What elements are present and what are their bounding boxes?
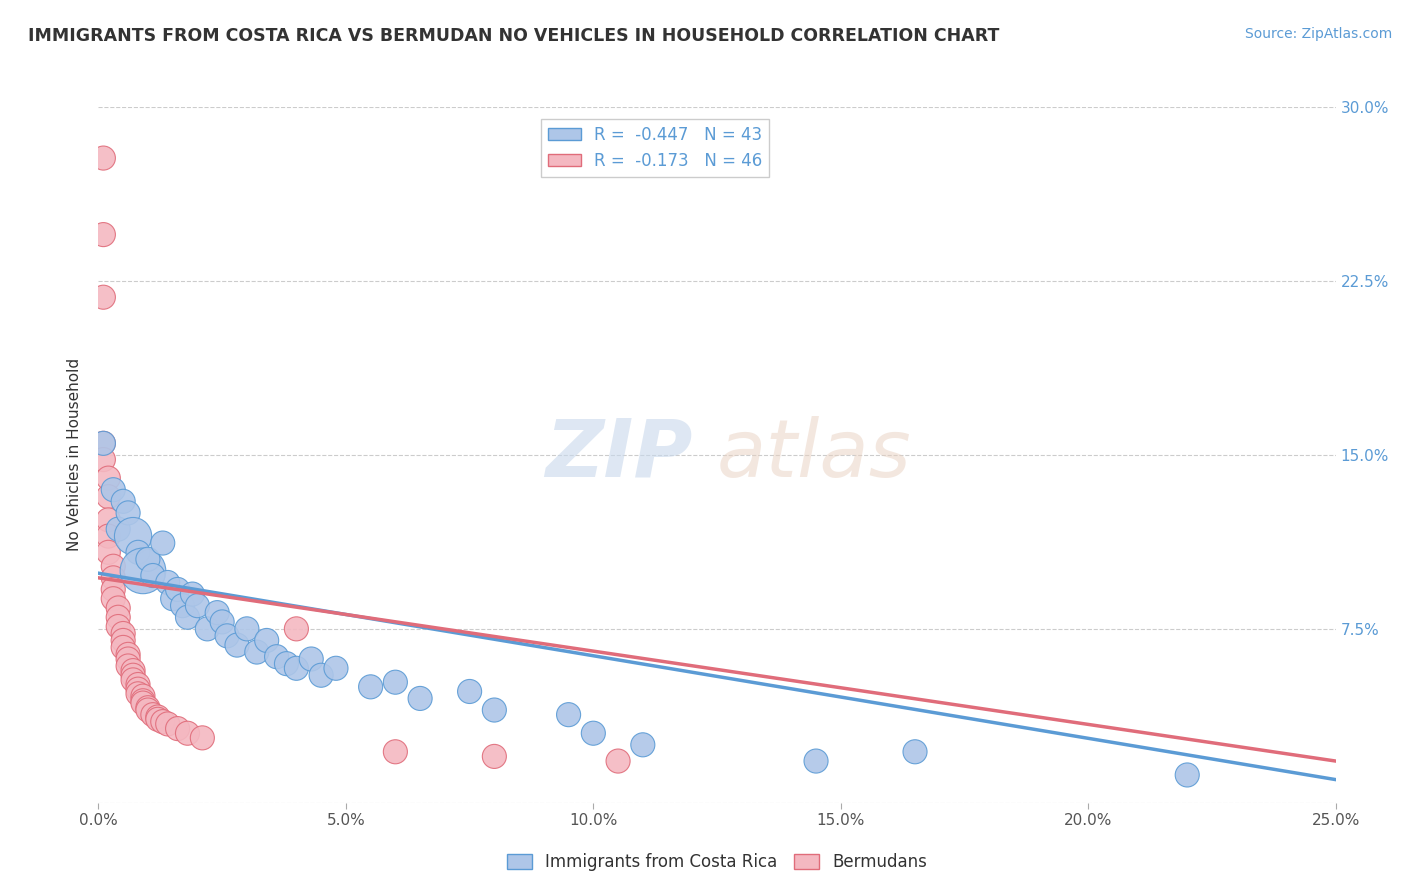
Point xyxy=(107,522,129,536)
Point xyxy=(103,571,125,585)
Point xyxy=(904,745,927,759)
Point xyxy=(122,668,145,682)
Point xyxy=(172,599,194,613)
Point xyxy=(93,436,115,450)
Point xyxy=(458,684,481,698)
Text: ZIP: ZIP xyxy=(546,416,692,494)
Point xyxy=(631,738,654,752)
Point xyxy=(152,714,174,729)
Point xyxy=(285,661,308,675)
Point xyxy=(266,649,288,664)
Point xyxy=(93,436,115,450)
Point xyxy=(205,606,228,620)
Point xyxy=(127,682,149,697)
Point xyxy=(166,582,188,597)
Point xyxy=(112,640,135,655)
Point xyxy=(804,754,827,768)
Point xyxy=(276,657,298,671)
Point xyxy=(132,564,155,578)
Point xyxy=(136,552,159,566)
Text: Source: ZipAtlas.com: Source: ZipAtlas.com xyxy=(1244,27,1392,41)
Y-axis label: No Vehicles in Household: No Vehicles in Household xyxy=(67,359,83,551)
Point xyxy=(103,582,125,597)
Point xyxy=(384,675,406,690)
Point xyxy=(181,587,204,601)
Point xyxy=(309,668,332,682)
Point xyxy=(93,452,115,467)
Point xyxy=(607,754,630,768)
Point xyxy=(162,591,184,606)
Point xyxy=(107,601,129,615)
Point xyxy=(195,622,218,636)
Point xyxy=(93,290,115,304)
Point xyxy=(1175,768,1198,782)
Point xyxy=(112,626,135,640)
Point xyxy=(103,591,125,606)
Point xyxy=(132,696,155,710)
Point xyxy=(191,731,214,745)
Point xyxy=(117,659,139,673)
Point xyxy=(136,700,159,714)
Point xyxy=(484,749,506,764)
Point xyxy=(166,722,188,736)
Point xyxy=(156,717,179,731)
Point xyxy=(97,490,120,504)
Point xyxy=(122,664,145,678)
Point xyxy=(360,680,382,694)
Point xyxy=(93,227,115,242)
Text: atlas: atlas xyxy=(717,416,912,494)
Point xyxy=(127,687,149,701)
Point xyxy=(236,622,259,636)
Point xyxy=(122,673,145,687)
Point xyxy=(152,536,174,550)
Point xyxy=(299,652,322,666)
Point xyxy=(325,661,347,675)
Point xyxy=(146,710,169,724)
Point xyxy=(103,483,125,497)
Point xyxy=(186,599,208,613)
Point xyxy=(97,529,120,543)
Point xyxy=(117,652,139,666)
Point xyxy=(107,619,129,633)
Point xyxy=(156,575,179,590)
Point xyxy=(142,568,165,582)
Point xyxy=(256,633,278,648)
Point xyxy=(142,707,165,722)
Point xyxy=(285,622,308,636)
Point xyxy=(103,559,125,574)
Point xyxy=(484,703,506,717)
Point xyxy=(127,677,149,691)
Point xyxy=(246,645,269,659)
Point xyxy=(132,694,155,708)
Point xyxy=(112,494,135,508)
Point xyxy=(122,529,145,543)
Point xyxy=(557,707,579,722)
Text: IMMIGRANTS FROM COSTA RICA VS BERMUDAN NO VEHICLES IN HOUSEHOLD CORRELATION CHAR: IMMIGRANTS FROM COSTA RICA VS BERMUDAN N… xyxy=(28,27,1000,45)
Point xyxy=(146,712,169,726)
Point xyxy=(226,638,249,652)
Point xyxy=(97,545,120,559)
Point xyxy=(117,648,139,662)
Point xyxy=(384,745,406,759)
Point xyxy=(127,545,149,559)
Point xyxy=(117,506,139,520)
Point xyxy=(582,726,605,740)
Point xyxy=(93,151,115,165)
Point xyxy=(409,691,432,706)
Point xyxy=(97,471,120,485)
Point xyxy=(136,703,159,717)
Point xyxy=(97,513,120,527)
Point xyxy=(176,610,198,624)
Point xyxy=(211,615,233,629)
Legend: Immigrants from Costa Rica, Bermudans: Immigrants from Costa Rica, Bermudans xyxy=(501,847,934,878)
Point xyxy=(217,629,239,643)
Point xyxy=(112,633,135,648)
Point xyxy=(107,610,129,624)
Point xyxy=(176,726,198,740)
Point xyxy=(132,689,155,703)
